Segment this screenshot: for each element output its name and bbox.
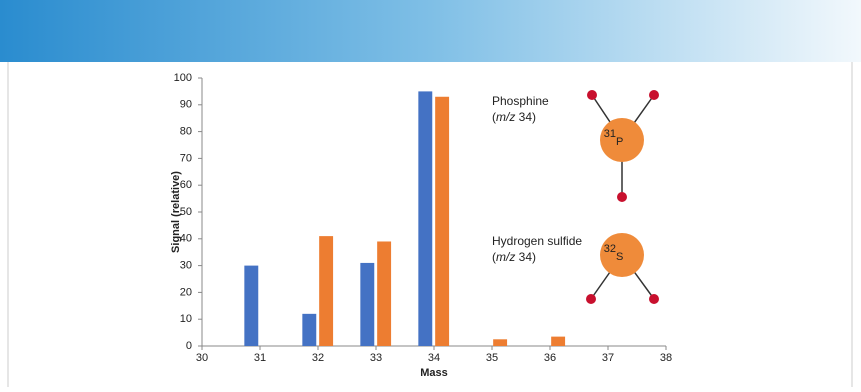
atom — [649, 294, 659, 304]
atom — [649, 90, 659, 100]
bar — [551, 336, 566, 346]
atom — [600, 233, 644, 277]
y-tick-label: 20 — [180, 286, 192, 298]
atom — [586, 294, 596, 304]
annotation-part: 34) — [515, 250, 536, 264]
y-tick-label: 50 — [180, 206, 192, 218]
annotation-mz: (m/z 34) — [492, 250, 536, 264]
x-tick-label: 32 — [312, 352, 324, 364]
y-tick-label: 10 — [180, 313, 192, 325]
annotation-part: ( — [492, 110, 496, 124]
x-tick-label: 36 — [544, 352, 556, 364]
x-tick-label: 30 — [196, 352, 208, 364]
bar — [244, 265, 259, 346]
element: S — [616, 251, 623, 263]
x-axis-label: Mass — [420, 367, 448, 379]
annotation-part: m/z — [496, 110, 515, 124]
atom — [587, 90, 597, 100]
y-tick-label: 100 — [174, 72, 192, 84]
x-tick-label: 38 — [660, 352, 672, 364]
element: P — [616, 136, 623, 148]
x-tick-label: 37 — [602, 352, 614, 364]
y-tick-label: 80 — [180, 126, 192, 138]
y-tick-label: 60 — [180, 179, 192, 191]
bar — [319, 236, 334, 346]
chart: 0 10 20 30 40 50 60 70 80 90 100 30 31 32 33 34 35 36 37 38… — [170, 72, 672, 379]
header-bar — [0, 0, 861, 62]
x-tick-label: 31 — [254, 352, 266, 364]
x-tick-label: 34 — [428, 352, 440, 364]
x-tick-label: 35 — [486, 352, 498, 364]
annotation-name: Phosphine — [492, 94, 549, 108]
atom — [600, 118, 644, 162]
bar — [493, 339, 508, 346]
bar — [435, 96, 450, 346]
x-tick-label: 33 — [370, 352, 382, 364]
y-tick-label: 30 — [180, 260, 192, 272]
annotation-part: m/z — [496, 250, 515, 264]
bar — [302, 313, 317, 346]
annotation-part: 34) — [515, 110, 536, 124]
annotation-part: ( — [492, 250, 496, 264]
isotope: 32 — [604, 243, 616, 255]
bar — [377, 241, 392, 346]
y-tick-label: 70 — [180, 152, 192, 164]
bar — [360, 262, 375, 346]
bar — [418, 91, 433, 347]
y-tick-label: 90 — [180, 99, 192, 111]
molecules: 31P 32S — [586, 90, 659, 304]
y-axis-label: Signal (relative) — [170, 171, 182, 253]
annotation-mz: (m/z 34) — [492, 110, 536, 124]
annotation-name: Hydrogen sulfide — [492, 234, 582, 248]
y-tick-label: 0 — [186, 340, 192, 352]
y-tick-label: 40 — [180, 233, 192, 245]
atom — [617, 192, 627, 202]
isotope: 31 — [604, 128, 616, 140]
